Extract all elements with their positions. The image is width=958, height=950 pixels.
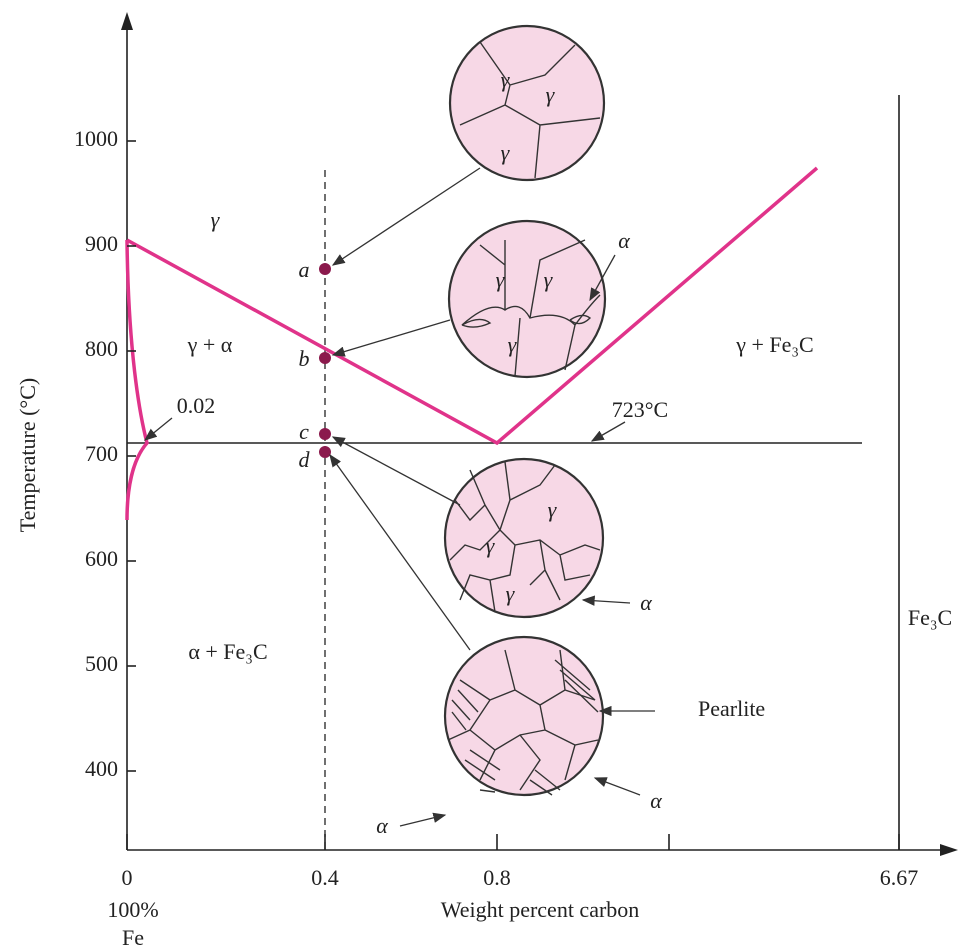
points [319,263,331,458]
y-tick-label: 1000 [74,126,118,151]
micrograph: γ γ γ [448,24,606,182]
region-label: Fe₃C [908,605,952,630]
phase-label: γ [506,581,516,606]
x-tick-label: 0 [122,865,133,890]
point-label: b [299,346,310,371]
y-tick-label: 700 [85,441,118,466]
point-label: c [299,419,309,444]
phase-label: γ [501,140,511,165]
micrograph: γ γ γ [447,219,607,379]
region-label: γ + α [187,332,233,357]
origin-note: 100% [107,897,158,922]
origin-note: Fe [122,925,144,950]
phase-label: α [376,813,388,838]
y-tick-label: 500 [85,651,118,676]
y-tick-label: 800 [85,336,118,361]
micrograph [443,635,605,797]
phase-label: γ [544,267,554,292]
y-tick-label: 400 [85,756,118,781]
phase-boundaries [125,166,819,521]
phase-label: γ [546,82,556,107]
y-tick-label: 600 [85,546,118,571]
x-tick-label: 0.8 [483,865,511,890]
phase-label: γ [501,67,511,92]
phase-label: γ [496,267,506,292]
phase-label: γ [508,332,518,357]
phase-label: α [618,228,630,253]
y-tick-label: 900 [85,231,118,256]
x-axis-title: Weight percent carbon [441,897,640,922]
phase-label: α [640,590,652,615]
phase-label: γ [548,497,558,522]
region-label: γ [211,207,221,232]
region-label: α + Fe₃C [188,639,267,664]
point-label: a [299,257,310,282]
annotation: 723°C [612,397,668,422]
phase-label: γ [486,533,496,558]
axes [121,12,958,856]
micrograph: γ γ γ [443,457,605,619]
x-tick-label: 0.4 [311,865,339,890]
phase-label: Pearlite [698,696,765,721]
point-label: d [299,447,311,472]
phase-label: α [650,788,662,813]
y-axis-title: Temperature (°C) [15,378,40,532]
region-label: γ + Fe₃C [735,332,813,357]
annotation: 0.02 [177,393,216,418]
x-tick-label: 6.67 [880,865,919,890]
